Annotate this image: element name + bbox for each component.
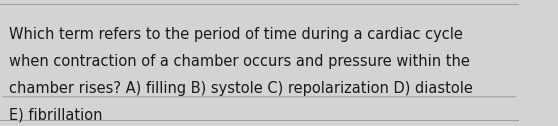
Text: chamber rises? A) filling B) systole C) repolarization D) diastole: chamber rises? A) filling B) systole C) … <box>9 81 473 96</box>
Text: E) fibrillation: E) fibrillation <box>9 107 103 122</box>
Text: when contraction of a chamber occurs and pressure within the: when contraction of a chamber occurs and… <box>9 54 470 69</box>
Text: Which term refers to the period of time during a cardiac cycle: Which term refers to the period of time … <box>9 27 463 42</box>
